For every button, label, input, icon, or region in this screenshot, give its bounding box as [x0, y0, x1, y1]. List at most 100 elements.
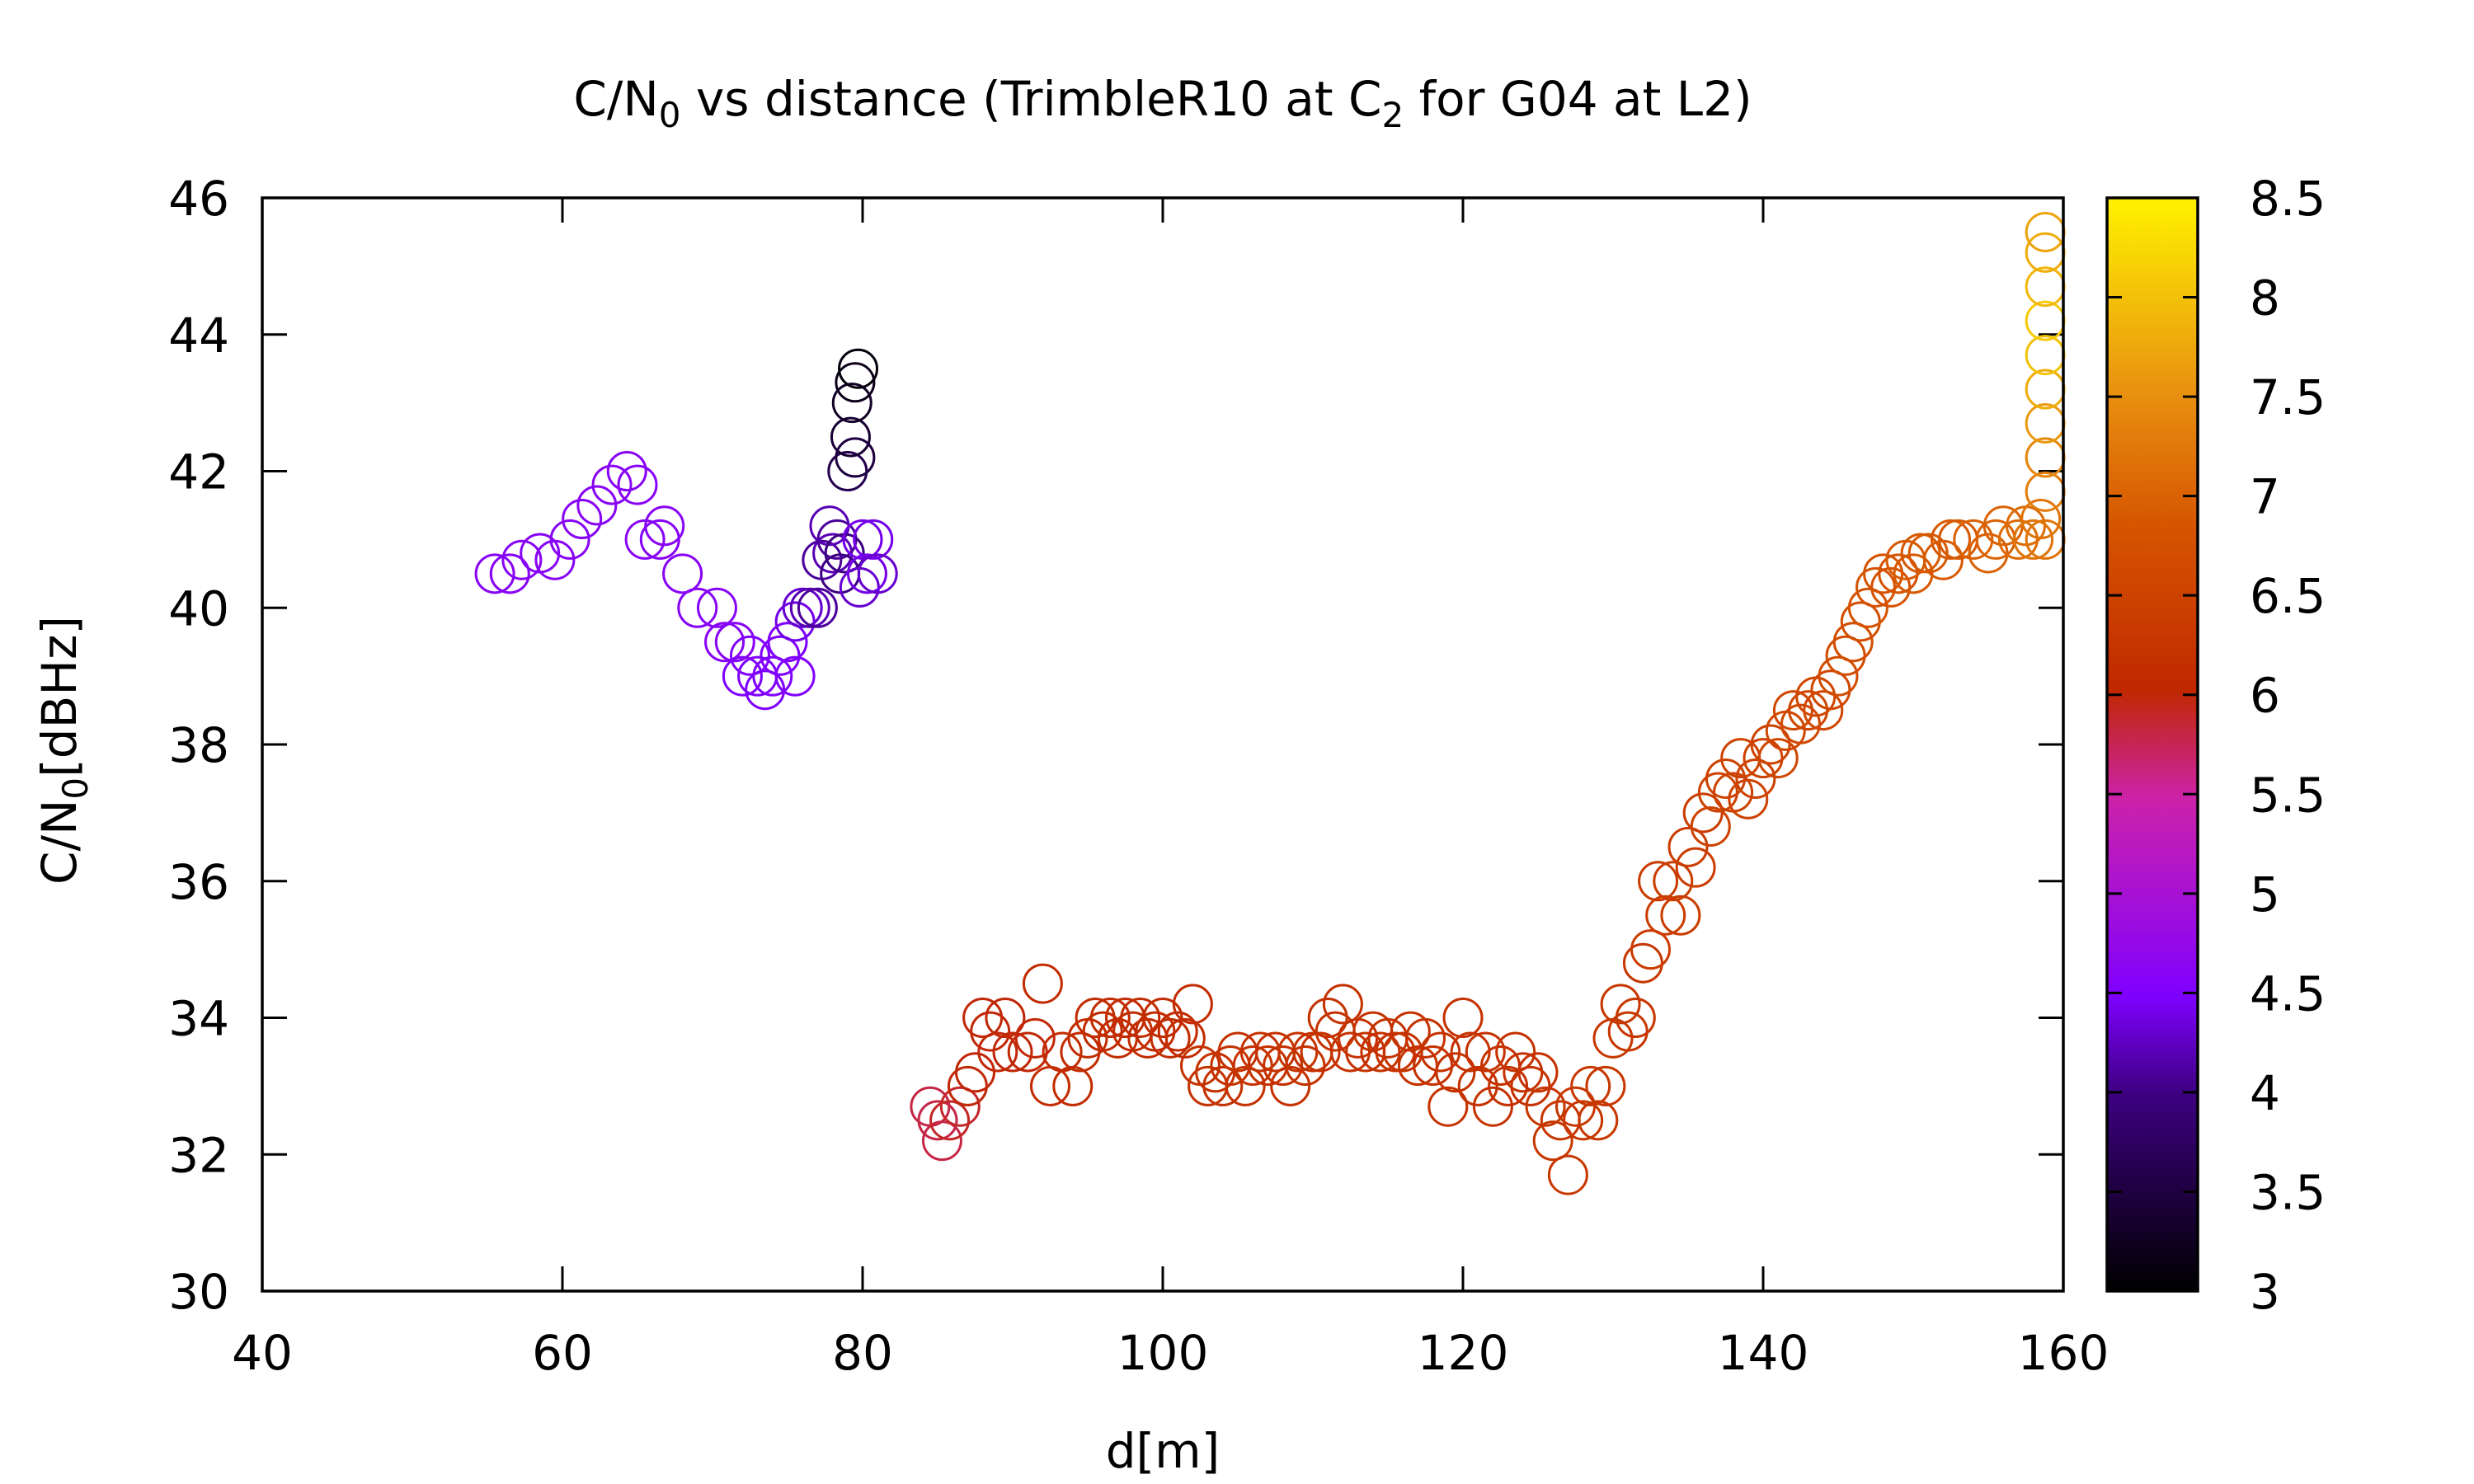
data-point — [1405, 1017, 1446, 1059]
data-point — [2025, 402, 2066, 444]
colorbar-tick-label: 7.5 — [2250, 369, 2326, 425]
data-point — [1825, 635, 1866, 676]
data-point — [1510, 1065, 1551, 1106]
data-point — [970, 1011, 1011, 1052]
data-point — [830, 416, 871, 458]
colorbar-tick-label: 8.5 — [2250, 171, 2326, 227]
chart-title: C/N0 vs distance (TrimbleR10 at C2 for G… — [573, 71, 1752, 135]
y-tick-label: 36 — [168, 854, 229, 910]
data-point — [1225, 1065, 1266, 1106]
data-point — [1532, 1120, 1573, 1162]
data-point — [1300, 1031, 1341, 1073]
data-point — [752, 655, 793, 697]
colorbar-tick-label: 8 — [2250, 270, 2280, 326]
data-point — [1653, 861, 1694, 902]
data-point — [1052, 1065, 1094, 1106]
data-point — [1667, 826, 1709, 867]
data-point — [962, 998, 1004, 1038]
colorbar-tick-label: 5 — [2250, 866, 2280, 923]
data-point — [1367, 1017, 1409, 1059]
data-point — [677, 587, 718, 628]
x-tick-label: 80 — [832, 1325, 893, 1381]
data-point — [1922, 539, 1964, 580]
data-point — [797, 587, 838, 628]
data-point — [1375, 1031, 1416, 1073]
x-tick-label: 120 — [1418, 1325, 1509, 1381]
data-point — [1645, 895, 1686, 936]
data-point — [1217, 1031, 1258, 1073]
data-point — [489, 553, 530, 594]
data-point — [1803, 690, 1844, 731]
data-point — [1285, 1045, 1326, 1087]
data-point — [1780, 703, 1821, 744]
data-point — [1975, 519, 2016, 560]
data-point — [835, 362, 876, 403]
data-point — [1953, 519, 1994, 560]
data-point — [1622, 942, 1663, 984]
data-point — [722, 655, 763, 697]
y-tick-label: 42 — [168, 444, 229, 500]
data-point — [474, 553, 515, 594]
data-point — [1517, 1052, 1559, 1093]
data-point — [1457, 1065, 1498, 1106]
data-point — [831, 383, 872, 424]
data-point — [1900, 533, 1941, 574]
data-point — [1675, 847, 1716, 888]
colorbar-tick-label: 6.5 — [2250, 568, 2326, 624]
data-point — [1810, 669, 1851, 711]
y-tick-label: 40 — [168, 580, 229, 636]
colorbar — [2105, 196, 2199, 1293]
colorbar-tick-label: 5.5 — [2250, 767, 2326, 823]
y-tick-label: 34 — [168, 991, 229, 1047]
data-point — [1728, 778, 1769, 819]
data-point — [1840, 601, 1881, 642]
data-point — [835, 437, 876, 478]
data-point — [644, 505, 685, 547]
y-tick-label: 46 — [168, 171, 229, 227]
data-point — [789, 587, 830, 628]
data-point — [1847, 587, 1888, 628]
data-point — [2025, 471, 2066, 512]
colorbar-tick-label: 7 — [2250, 469, 2280, 525]
colorbar-tick-label: 3.5 — [2250, 1164, 2326, 1220]
axis-ticks: 40 60 80 100 120 140 160 30 32 34 36 38 40 42 44 46 — [168, 171, 2109, 1381]
data-point — [1164, 1017, 1206, 1059]
data-point — [1442, 998, 1484, 1038]
data-point — [767, 622, 808, 663]
x-tick-label: 160 — [2018, 1325, 2109, 1381]
data-point — [1120, 998, 1161, 1038]
data-point — [1660, 895, 1701, 936]
data-point — [1720, 738, 1761, 779]
data-point — [1893, 553, 1934, 594]
x-tick-label: 140 — [1718, 1325, 1809, 1381]
data-point — [838, 348, 879, 389]
data-point — [1472, 1086, 1513, 1127]
colorbar-ticks: 3 3.5 4 4.5 5 5.5 6 6.5 7 7.5 8 8.5 — [2107, 171, 2326, 1320]
data-point — [714, 622, 755, 663]
data-point — [617, 464, 658, 505]
plot-frame — [261, 196, 2065, 1293]
data-point — [1157, 1011, 1198, 1052]
data-point — [1547, 1154, 1588, 1195]
data-point — [1690, 805, 1731, 847]
data-point — [853, 519, 894, 560]
data-point — [1202, 1065, 1244, 1106]
data-point — [1585, 1065, 1626, 1106]
data-point — [704, 622, 745, 663]
y-tick-label: 44 — [168, 308, 229, 364]
data-point — [1270, 1065, 1311, 1106]
data-point — [2025, 266, 2066, 308]
data-point — [1142, 998, 1183, 1038]
data-point — [992, 1031, 1033, 1073]
data-point — [1931, 519, 1971, 560]
data-point — [2025, 232, 2066, 273]
data-point — [977, 1031, 1018, 1073]
data-point — [1435, 1052, 1476, 1093]
data-point — [1450, 1031, 1491, 1073]
data-point — [576, 485, 618, 526]
data-point — [1022, 963, 1063, 1004]
x-tick-label: 100 — [1117, 1325, 1209, 1381]
data-point — [1578, 1100, 1619, 1141]
data-point — [929, 1100, 971, 1141]
